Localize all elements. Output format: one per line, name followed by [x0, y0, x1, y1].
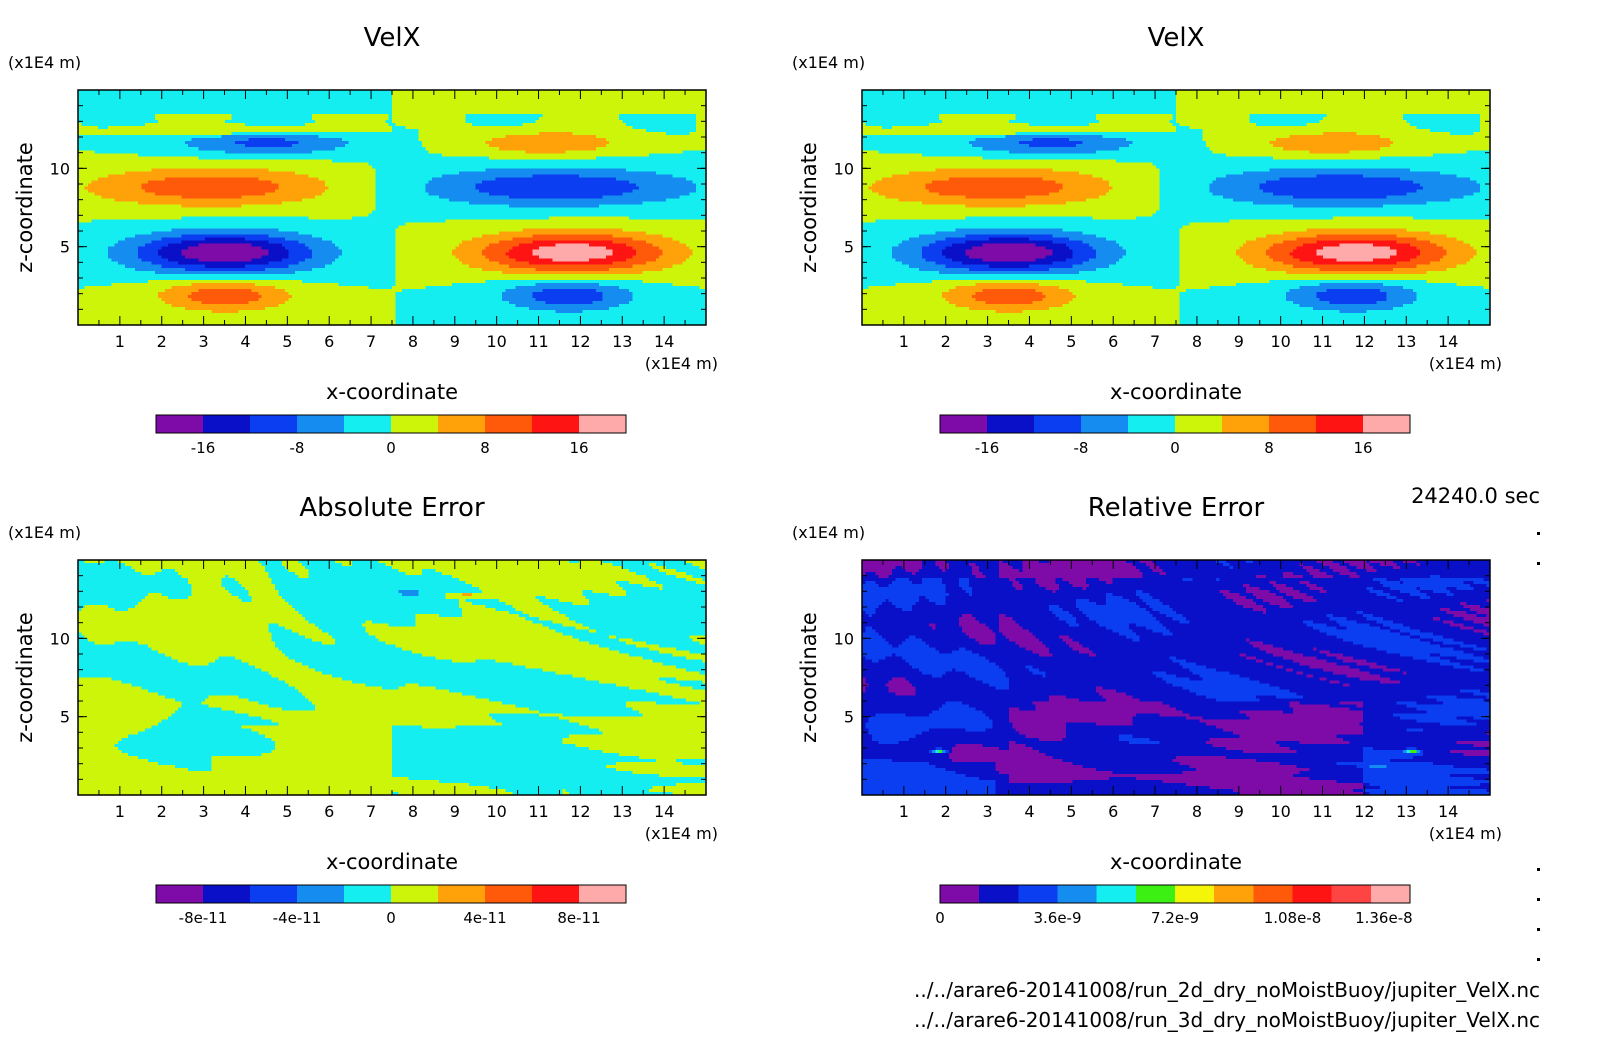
chart-title: VelX: [364, 23, 421, 53]
figure-canvas: VelX(x1E4 m)(x1E4 m)1 2 3 4 5 6 7 8 9 10 11 12 13 145…: [0, 0, 1604, 1054]
x-units-label: (x1E4 m): [645, 354, 718, 373]
y-units-label: (x1E4 m): [8, 53, 81, 72]
heatmap-cells: [78, 90, 707, 326]
chart-panel: VelX(x1E4 m)(x1E4 m)1 2 3 4 5 6 7 8 9 10 11 12 13 145…: [8, 23, 718, 457]
